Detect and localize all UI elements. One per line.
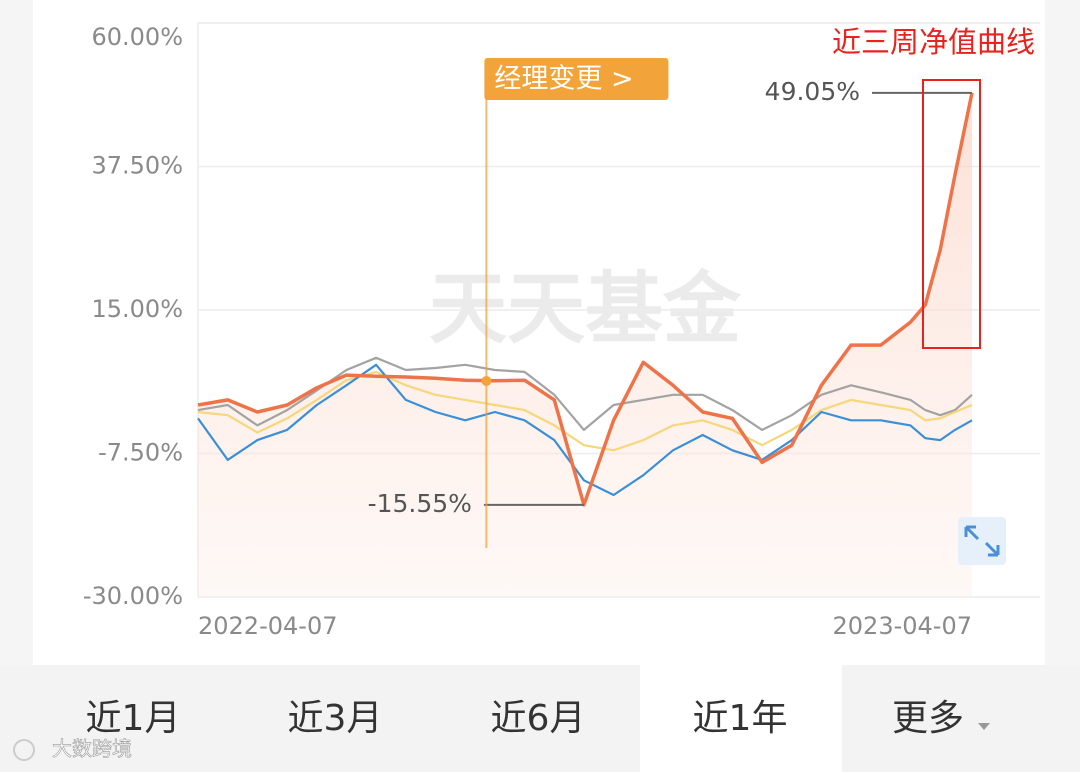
dropdown-caret bbox=[978, 723, 990, 730]
watermark: 天天基金 bbox=[429, 264, 742, 355]
tab[interactable]: 近1月 bbox=[86, 698, 181, 739]
highlight-box bbox=[922, 79, 981, 349]
tab[interactable]: 近6月 bbox=[491, 698, 586, 739]
series-line bbox=[197, 92, 974, 507]
value-label: -15.55% bbox=[368, 489, 472, 518]
watermark-icon bbox=[13, 739, 35, 761]
highlight-label: 近三周净值曲线 bbox=[832, 25, 1035, 59]
series-line bbox=[197, 356, 973, 431]
annotation-label: 经理变更 > bbox=[494, 64, 633, 95]
series-line bbox=[197, 363, 973, 497]
tab[interactable]: 近1年 bbox=[693, 698, 788, 739]
expand-button[interactable] bbox=[958, 517, 1006, 565]
tab-selected-bg bbox=[640, 665, 842, 772]
y-tick-label: 37.50% bbox=[91, 152, 183, 180]
y-tick-label: 15.00% bbox=[91, 295, 183, 323]
tabs: 近1月 近3月 近6月 近1年 更多 bbox=[86, 665, 990, 772]
annotation-dot bbox=[481, 376, 492, 386]
x-tick-label: 2022-04-07 bbox=[198, 612, 337, 640]
plot: 天天基金 60.00% 37.50% 15.00% -7.50% -30.00% 2022-… bbox=[83, 22, 1040, 640]
tab-bar bbox=[0, 665, 1080, 772]
y-tick-label: -30.00% bbox=[83, 582, 183, 610]
y-tick-label: 60.00% bbox=[91, 23, 183, 51]
expand-icon bbox=[964, 525, 1000, 557]
source-watermark: 大数跨境 bbox=[52, 737, 132, 761]
value-label: 49.05% bbox=[765, 77, 860, 106]
tab[interactable]: 更多 bbox=[892, 698, 964, 739]
tab[interactable]: 近3月 bbox=[288, 698, 383, 739]
series-line bbox=[197, 370, 973, 452]
annotation-badge bbox=[484, 58, 669, 100]
area bbox=[198, 92, 972, 598]
y-tick-label: -7.50% bbox=[98, 439, 183, 467]
x-tick-label: 2023-04-07 bbox=[833, 612, 972, 640]
